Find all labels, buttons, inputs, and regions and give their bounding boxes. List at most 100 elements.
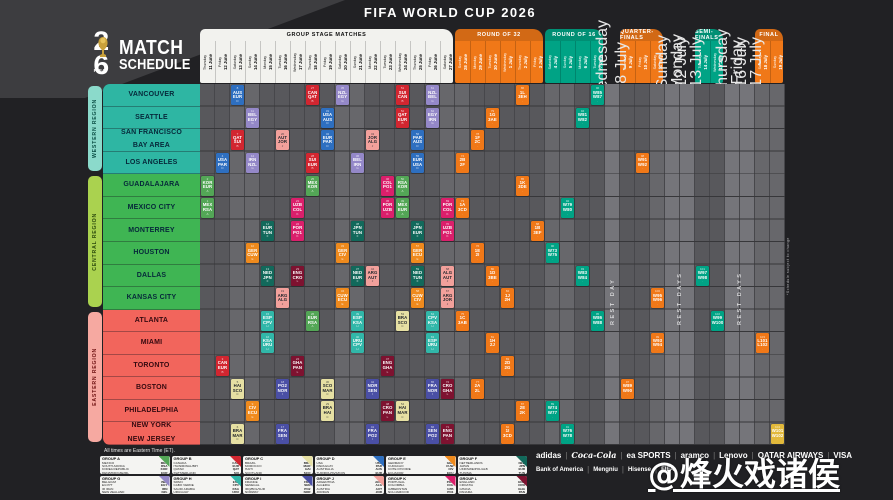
date-column: Tuesday 7 July bbox=[590, 41, 603, 83]
match-cell: 104 W101 W102 · bbox=[771, 423, 784, 444]
match-cell: 10 GER CUW E bbox=[246, 243, 259, 264]
match-cell: 91 W76 W78 · bbox=[561, 423, 574, 444]
match-cell: 56 PAR AUS D bbox=[411, 130, 424, 151]
match-cell: 87 2E 2K · bbox=[516, 401, 529, 422]
sponsor-divider: | bbox=[654, 465, 658, 474]
group-team-row: JAPAN JPN bbox=[459, 463, 526, 468]
grid-column bbox=[560, 84, 574, 445]
region-cities-1: GUADALAJARA MEXICO CITY MONTERREY HOUSTON DA… bbox=[103, 174, 200, 310]
group-card-F: GROUP F NETHERLANDS NED JAPAN JPN UKR/SWE/POL… bbox=[457, 456, 527, 474]
region-cities-0: VANCOUVER SEATTLE SAN FRANCISCO BAY AREA LOS… bbox=[103, 84, 200, 175]
group-team-row: KOREA REPUBLIC KOR bbox=[102, 467, 168, 472]
match-cell: 69 POR COL K bbox=[441, 198, 454, 219]
match-cell: 78 1F 2C · bbox=[471, 130, 484, 151]
sponsor-logo: adidas bbox=[536, 450, 562, 460]
grid-column bbox=[590, 84, 604, 445]
date-column: Friday 19 June bbox=[320, 41, 335, 83]
group-team-row: GERMANY GER bbox=[388, 460, 454, 465]
grid-column bbox=[545, 84, 559, 445]
date-column: Tuesday 23 June bbox=[380, 41, 395, 83]
match-cell: 59 NED TUN F bbox=[411, 265, 424, 286]
match-cell: 67 ARG JOR J bbox=[441, 288, 454, 309]
match-cell: 55 EUR USA D bbox=[411, 152, 424, 173]
match-cell: 29 BRA HAI C bbox=[321, 401, 334, 422]
match-cell: 24 GHA PAN L bbox=[291, 356, 304, 377]
group-team-row: IRQ/BOL/SUR PO2 bbox=[245, 486, 311, 491]
date-column: Tuesday 30 June bbox=[485, 41, 500, 83]
group-card-I: GROUP I FRANCE FRA SENEGAL SEN IRQ/BOL/SUR PO2… bbox=[243, 475, 313, 494]
match-cell: 76 1E 2I · bbox=[471, 243, 484, 264]
grid-column bbox=[635, 84, 649, 445]
city-cell: MEXICO CITY bbox=[103, 197, 200, 220]
world-cup-trophy-icon bbox=[98, 37, 108, 57]
group-card-A: GROUP A MEXICO MEX SOUTH AFRICA RSA KOREA REP… bbox=[100, 456, 170, 474]
stage-section-gs: GROUP STAGE MATCHES Thursday 11 June Friday… bbox=[200, 29, 453, 83]
grid-column bbox=[380, 84, 394, 445]
timezone-note: All times are Eastern Time (ET). bbox=[104, 448, 175, 454]
group-team-row: BELGIUM BEL bbox=[102, 480, 168, 485]
region-strip-0: WESTERN REGION bbox=[88, 86, 102, 172]
city-cell: BOSTON bbox=[103, 377, 200, 400]
match-cell: 23 ENG CRO L bbox=[291, 265, 304, 286]
group-card-G: GROUP G BELGIUM BEL EGYPT EGY IR IRAN IRN NEW Z… bbox=[100, 475, 170, 494]
sponsor-row2: Bank of America | Mengniu | Hisense | FIFA bbox=[536, 465, 886, 474]
sponsor-logo: Bank of America bbox=[536, 466, 584, 473]
group-color-corner bbox=[158, 475, 170, 487]
group-team-row: NEW ZEALAND NZL bbox=[102, 490, 168, 494]
date-column: Thursday 11 June bbox=[202, 54, 213, 70]
match-cell: 77 2A 2L · bbox=[471, 378, 484, 399]
group-color-corner bbox=[444, 456, 456, 467]
group-title: GROUP C bbox=[245, 456, 264, 461]
match-cell: 41 FRA PO2 I bbox=[366, 423, 379, 444]
group-team-row: IR IRAN IRN bbox=[102, 486, 168, 491]
match-cell: 71 ENG PAN L bbox=[441, 423, 454, 444]
group-team-row: PORTUGAL POR bbox=[388, 480, 454, 485]
match-cell: 62 EGY IRN G bbox=[426, 107, 439, 128]
match-cell: 51 SUI CAN B bbox=[396, 85, 409, 106]
match-cell: 16 KSA URU H bbox=[261, 333, 274, 354]
match-cell: 83 2D 2G · bbox=[501, 356, 514, 377]
date-column: Friday 12 June bbox=[215, 41, 230, 83]
city-cell: ATLANTA bbox=[103, 310, 200, 333]
match-cell: 81 1H 2J · bbox=[486, 333, 499, 354]
city-cell: PHILADELPHIA bbox=[103, 400, 200, 423]
match-cell: 94 W81 W82 · bbox=[576, 107, 589, 128]
match-cell: 31 USA AUS D bbox=[321, 107, 334, 128]
match-cell: 84 1J 2H · bbox=[501, 288, 514, 309]
group-title: GROUP F bbox=[459, 456, 478, 461]
city-cell: LOS ANGELES bbox=[103, 152, 200, 175]
group-team-row: SCOTLAND SCO bbox=[245, 470, 311, 474]
date-column: Friday 3 July bbox=[530, 41, 543, 83]
match-cell: 40 URU CPV H bbox=[351, 333, 364, 354]
group-title: GROUP I bbox=[245, 475, 262, 481]
sponsor-divider: | bbox=[587, 465, 590, 474]
group-title: GROUP E bbox=[388, 456, 406, 461]
grid-column bbox=[770, 84, 784, 445]
stage-section-fin: FINAL Saturday 18 July Sunday 19 July bbox=[755, 29, 783, 83]
match-cell: 79 1G 3AE · bbox=[486, 107, 499, 128]
group-team-row: ECUADOR ECU bbox=[388, 470, 454, 474]
date-column: Thursday 2 July bbox=[515, 41, 530, 83]
match-cell: 50 RSA KOR A bbox=[396, 175, 409, 196]
match-cell: 30 SCO MAR C bbox=[321, 378, 334, 399]
match-cell: 19 ARG ALG J bbox=[276, 288, 289, 309]
city-cell: VANCOUVER bbox=[103, 84, 200, 107]
sponsor-divider: | bbox=[621, 465, 624, 474]
group-title: GROUP K bbox=[388, 475, 407, 481]
match-cell: 38 JPN TUN F bbox=[351, 220, 364, 241]
match-cell: 13 NED JPN F bbox=[261, 265, 274, 286]
date-column: Monday 15 June bbox=[260, 41, 275, 83]
group-title: GROUP G bbox=[102, 475, 121, 481]
grid-column bbox=[395, 84, 409, 445]
city-cell: MIAMI bbox=[103, 332, 200, 355]
match-cell: 58 CUW CIV E bbox=[411, 288, 424, 309]
group-team-row: AUSTRIA AUT bbox=[316, 486, 383, 491]
group-title: GROUP L bbox=[459, 475, 478, 481]
group-team-row: SWITZERLAND SUI bbox=[173, 470, 240, 474]
group-color-corner bbox=[373, 456, 384, 467]
match-cell: 90 W73 W75 · bbox=[546, 243, 559, 264]
match-cell: 2 KOR EUR A bbox=[201, 175, 214, 196]
match-cell: 45 POR UZB K bbox=[381, 198, 394, 219]
group-color-corner bbox=[158, 456, 170, 467]
